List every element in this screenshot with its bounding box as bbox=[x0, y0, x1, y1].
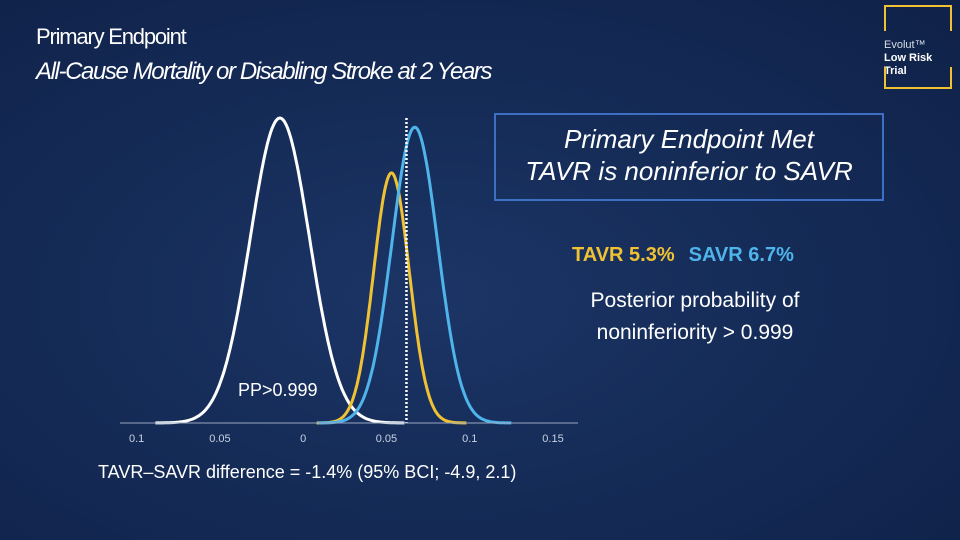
posterior-line-1: Posterior probability of bbox=[590, 289, 800, 312]
callout-line-1: Primary Endpoint Met bbox=[564, 124, 814, 154]
savr-rate: SAVR 6.7% bbox=[688, 244, 794, 266]
tavr-rate: TAVR 5.3% bbox=[572, 244, 675, 266]
trial-logo: Evolut™ Low Risk Trial bbox=[884, 5, 952, 89]
difference-summary: TAVR–SAVR difference = -1.4% (95% BCI; -… bbox=[98, 462, 517, 482]
endpoint-met-callout: Primary Endpoint Met TAVR is noninferior… bbox=[494, 113, 884, 201]
logo-line-1: Evolut™ bbox=[884, 39, 926, 51]
posterior-line-2: noninferiority > 0.999 bbox=[596, 321, 794, 344]
x-tick-label: 0 bbox=[300, 433, 306, 445]
pp-label: PP>0.999 bbox=[238, 380, 318, 400]
event-rates: TAVR 5.3% SAVR 6.7% bbox=[572, 244, 794, 267]
posterior-probability-text: Posterior probability of noninferiority … bbox=[540, 285, 850, 349]
logo-line-2: Low Risk bbox=[884, 52, 933, 64]
x-tick-label: 0.1 bbox=[462, 433, 477, 445]
difference-curve bbox=[155, 116, 405, 425]
x-tick-label: 0.05 bbox=[209, 433, 230, 445]
logo-frame-bottom bbox=[884, 67, 952, 89]
logo-frame-top bbox=[884, 5, 952, 31]
chart-curves bbox=[155, 116, 512, 425]
logo-line-3: Trial bbox=[884, 65, 907, 77]
page-subtitle: All-Cause Mortality or Disabling Stroke … bbox=[36, 58, 493, 85]
logo-text: Evolut™ Low Risk Trial bbox=[884, 39, 932, 78]
x-tick-label: 0.1 bbox=[129, 433, 144, 445]
x-axis-ticks: 0.1 0.05 0 0.05 0.1 0.15 bbox=[129, 433, 564, 445]
tavr-curve bbox=[316, 171, 467, 425]
callout-line-2: TAVR is noninferior to SAVR bbox=[525, 156, 853, 186]
page-title: Primary Endpoint bbox=[36, 24, 187, 49]
x-tick-label: 0.05 bbox=[376, 433, 397, 445]
x-tick-label: 0.15 bbox=[542, 433, 563, 445]
savr-curve bbox=[318, 125, 512, 425]
